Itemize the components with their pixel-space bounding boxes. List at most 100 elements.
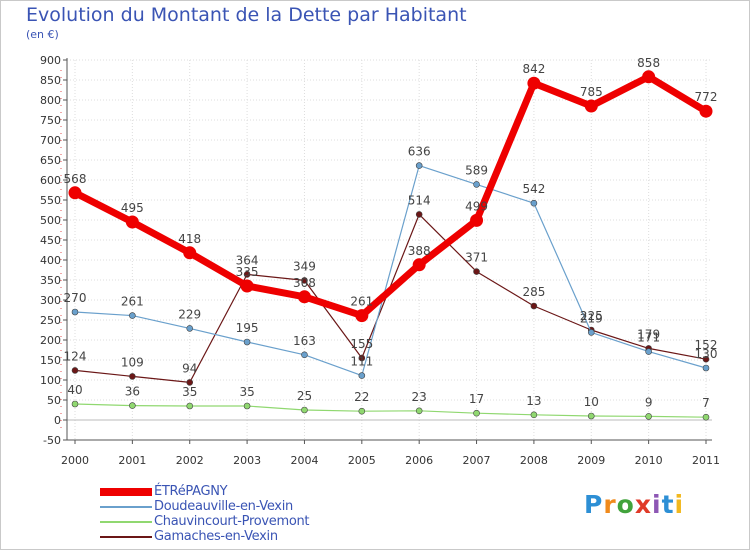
- y-tick-label: 0: [54, 414, 61, 427]
- point-etrepagny: [699, 104, 713, 118]
- point-gamaches-en-vexin: [71, 367, 79, 374]
- point-chauvincourt-provemont: [243, 402, 251, 410]
- grid-lines: [67, 59, 712, 441]
- x-tick-label: 2000: [61, 454, 89, 467]
- y-tick-label: 300: [40, 294, 61, 307]
- data-label: 152: [695, 338, 718, 352]
- point-doudeauville-en-vexin: [702, 364, 710, 372]
- point-chauvincourt-provemont: [587, 412, 595, 420]
- x-tick-label: 2002: [176, 454, 204, 467]
- y-tick-label: 150: [40, 354, 61, 367]
- data-label: 130: [695, 347, 718, 361]
- point-etrepagny: [470, 213, 484, 227]
- series-line-chauvincourt-provemont: [74, 403, 707, 418]
- y-tick-labels: -50 0 50 100 150 200 250 300 350 400 450 500 550 600 6…: [40, 54, 61, 447]
- data-label: 270: [64, 291, 87, 305]
- x-tick-label: 2003: [233, 454, 261, 467]
- point-etrepagny: [125, 215, 139, 229]
- y-tick-label: 750: [40, 114, 61, 127]
- data-label: 163: [293, 334, 316, 348]
- logo-letter: x: [634, 490, 652, 519]
- chart-title: Evolution du Montant de la Dette par Hab…: [26, 4, 467, 26]
- legend-label: Chauvincourt-Provemont: [154, 514, 310, 529]
- y-tick-label: -50: [43, 434, 61, 447]
- point-etrepagny: [584, 99, 598, 113]
- point-gamaches-en-vexin: [358, 354, 366, 362]
- y-tick-label: 850: [40, 74, 61, 87]
- x-tick-label: 2004: [290, 454, 318, 467]
- point-chauvincourt-provemont: [645, 413, 652, 420]
- data-label: 261: [121, 295, 144, 309]
- data-label: 36: [125, 385, 140, 399]
- data-label: 229: [178, 307, 201, 321]
- x-tick-label: 2006: [405, 454, 433, 467]
- legend-label: Doudeauville-en-Vexin: [154, 499, 293, 514]
- y-tick-label: 900: [40, 54, 61, 67]
- data-label: 17: [469, 392, 484, 406]
- point-etrepagny: [527, 76, 541, 90]
- point-doudeauville-en-vexin: [358, 372, 366, 379]
- data-label: 171: [637, 331, 660, 345]
- point-doudeauville-en-vexin: [473, 181, 480, 188]
- logo-letter: i: [652, 490, 662, 519]
- y-tick-label: 350: [40, 274, 61, 287]
- logo-letter: P: [584, 490, 604, 519]
- legend-swatch: [100, 536, 152, 538]
- data-label: 35: [182, 385, 197, 399]
- data-label: 23: [412, 390, 427, 404]
- point-doudeauville-en-vexin: [243, 338, 251, 346]
- legend-label: Gamaches-en-Vexin: [154, 529, 278, 544]
- legend-swatch: [100, 506, 152, 508]
- series-line-doudeauville-en-vexin: [74, 165, 707, 377]
- x-tick-label: 2009: [577, 454, 605, 467]
- point-etrepagny: [355, 309, 369, 323]
- y-tick-label: 700: [40, 134, 61, 147]
- data-label: 785: [580, 85, 603, 99]
- point-chauvincourt-provemont: [530, 411, 538, 419]
- point-etrepagny: [68, 186, 82, 200]
- data-label: 514: [408, 193, 431, 207]
- point-gamaches-en-vexin: [415, 211, 423, 218]
- point-etrepagny: [642, 70, 656, 84]
- logo-letter: t: [661, 490, 675, 519]
- point-doudeauville-en-vexin: [129, 312, 136, 319]
- data-label: 589: [465, 163, 488, 177]
- point-doudeauville-en-vexin: [530, 199, 538, 207]
- data-label: 179: [637, 327, 660, 341]
- logo-letter: o: [616, 490, 635, 519]
- axes: [60, 58, 712, 444]
- point-gamaches-en-vexin: [530, 302, 538, 310]
- data-label: 349: [293, 259, 316, 273]
- data-label: 636: [408, 145, 431, 159]
- data-label: 9: [645, 395, 653, 409]
- point-chauvincourt-provemont: [301, 406, 308, 414]
- data-label: 25: [297, 389, 312, 403]
- y-tick-label: 400: [40, 254, 61, 267]
- data-label: 40: [67, 383, 82, 397]
- x-tick-label: 2008: [520, 454, 548, 467]
- data-label: 858: [637, 56, 660, 70]
- y-tick-label: 800: [40, 94, 61, 107]
- point-chauvincourt-provemont: [186, 402, 194, 410]
- data-label: 35: [239, 385, 254, 399]
- point-doudeauville-en-vexin: [415, 162, 423, 169]
- point-gamaches-en-vexin: [129, 373, 136, 380]
- y-tick-label: 100: [40, 374, 61, 387]
- data-label: 225: [580, 309, 603, 323]
- data-label: 124: [64, 349, 87, 363]
- data-label: 285: [522, 285, 545, 299]
- point-doudeauville-en-vexin: [645, 348, 652, 355]
- x-tick-label: 2005: [348, 454, 376, 467]
- data-label: 542: [522, 182, 545, 196]
- logo-letter: i: [674, 490, 685, 519]
- data-label: 195: [236, 321, 259, 335]
- point-doudeauville-en-vexin: [587, 329, 595, 336]
- data-label: 111: [350, 355, 373, 369]
- point-gamaches-en-vexin: [702, 355, 710, 363]
- data-label: 308: [293, 276, 316, 290]
- data-label: 371: [465, 251, 488, 265]
- data-label: 495: [121, 201, 144, 215]
- data-label: 155: [350, 337, 373, 351]
